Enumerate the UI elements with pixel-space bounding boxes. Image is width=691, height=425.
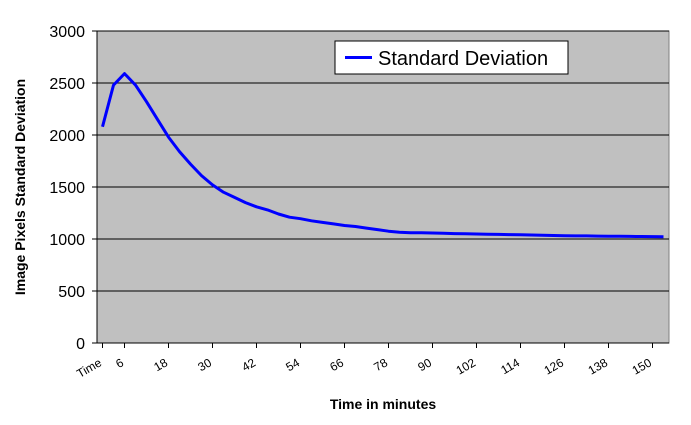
legend-box [334, 40, 569, 75]
y-axis-ticks: 0 500 1000 1500 2000 2500 3000 [49, 24, 97, 353]
x-axis-ticks: Time 6 18 30 42 54 66 78 90 102 114 126 138 150 [74, 343, 654, 381]
series-line-standard-deviation [101, 72, 664, 239]
y-tick-label: 500 [58, 284, 85, 301]
y-tick-label: 2500 [49, 76, 85, 93]
x-axis-title: Time in minutes [330, 396, 437, 412]
y-axis-title: Image Pixels Standard Deviation [12, 79, 28, 295]
x-tick-label: 114 [498, 355, 522, 377]
x-tick-label: 126 [542, 355, 567, 377]
x-tick-label: 6 [113, 355, 126, 371]
y-tick-label: 1000 [49, 232, 85, 249]
x-tick-label: 90 [415, 355, 434, 374]
x-tick-label: 66 [327, 355, 346, 374]
gridlines [97, 30, 669, 292]
x-tick-label: 102 [454, 355, 479, 377]
y-tick-label: 2000 [49, 128, 85, 145]
x-tick-label: 42 [239, 355, 258, 374]
x-tick-label: 150 [630, 355, 655, 377]
x-tick-label: Time [74, 355, 104, 380]
x-tick-label: 54 [283, 355, 302, 374]
legend-label: Standard Deviation [378, 48, 548, 70]
y-tick-label: 1500 [49, 180, 85, 197]
legend: Standard Deviation [334, 40, 569, 75]
y-tick-label: 3000 [49, 24, 85, 41]
y-tick-label: 0 [76, 336, 85, 353]
x-tick-label: 78 [371, 355, 390, 374]
x-tick-label: 138 [586, 355, 611, 377]
x-tick-label: 30 [195, 355, 214, 374]
x-tick-label: 18 [151, 355, 170, 374]
